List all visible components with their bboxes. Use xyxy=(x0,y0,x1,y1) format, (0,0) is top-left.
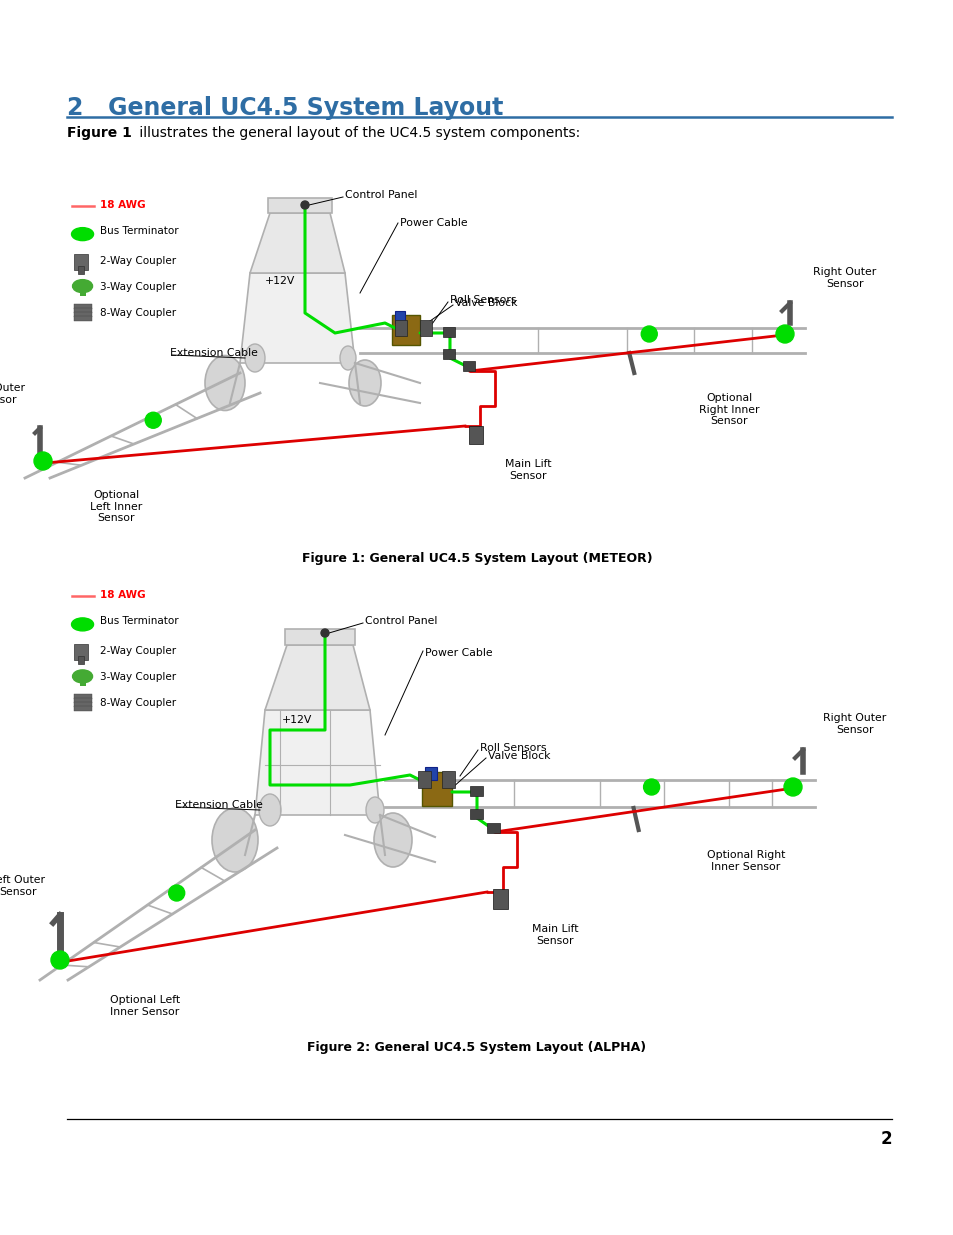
Text: 8-Way Coupler: 8-Way Coupler xyxy=(99,308,175,319)
Text: Optional Left
Inner Sensor: Optional Left Inner Sensor xyxy=(110,995,180,1016)
Text: Optional
Right Inner
Sensor: Optional Right Inner Sensor xyxy=(699,393,759,426)
Ellipse shape xyxy=(245,345,265,372)
Bar xyxy=(73,706,91,711)
Bar xyxy=(469,426,482,445)
Ellipse shape xyxy=(212,808,257,872)
Bar xyxy=(268,198,332,212)
Text: Left Outer
Sensor: Left Outer Sensor xyxy=(0,876,45,897)
Polygon shape xyxy=(250,212,345,273)
Text: Bus Terminator: Bus Terminator xyxy=(99,616,178,626)
Bar xyxy=(421,772,452,806)
Ellipse shape xyxy=(72,669,92,683)
Text: 8-Way Coupler: 8-Way Coupler xyxy=(99,698,175,709)
Text: 3-Way Coupler: 3-Way Coupler xyxy=(99,672,175,683)
Text: Figure 1: General UC4.5 System Layout (METEOR): Figure 1: General UC4.5 System Layout (M… xyxy=(301,552,652,566)
Text: Roll Sensors: Roll Sensors xyxy=(479,743,546,753)
Bar xyxy=(417,771,431,788)
Bar xyxy=(470,809,482,819)
Circle shape xyxy=(775,325,793,343)
Text: Optional
Left Inner
Sensor: Optional Left Inner Sensor xyxy=(90,490,142,524)
Circle shape xyxy=(301,201,309,209)
Bar xyxy=(424,767,436,781)
Text: Valve Block: Valve Block xyxy=(488,751,550,761)
Text: Right Outer
Sensor: Right Outer Sensor xyxy=(812,267,876,289)
Bar xyxy=(486,823,499,832)
Text: Power Cable: Power Cable xyxy=(424,648,492,658)
Bar xyxy=(442,350,455,359)
Bar xyxy=(73,698,91,704)
Text: 2: 2 xyxy=(880,1130,891,1149)
Bar xyxy=(73,694,91,699)
Text: Optional Right
Inner Sensor: Optional Right Inner Sensor xyxy=(706,850,784,872)
Text: 2-Way Coupler: 2-Way Coupler xyxy=(99,646,175,656)
Circle shape xyxy=(169,885,185,902)
Text: Main Lift
Sensor: Main Lift Sensor xyxy=(532,924,578,946)
Text: +12V: +12V xyxy=(264,275,294,287)
Text: Left Outer
Sensor: Left Outer Sensor xyxy=(0,383,25,405)
Text: Main Lift
Sensor: Main Lift Sensor xyxy=(504,459,551,480)
Text: +12V: +12V xyxy=(281,715,312,725)
Text: illustrates the general layout of the UC4.5 system components:: illustrates the general layout of the UC… xyxy=(135,126,580,140)
Circle shape xyxy=(51,951,69,969)
Bar xyxy=(73,645,88,661)
Text: 18 AWG: 18 AWG xyxy=(99,590,145,600)
Polygon shape xyxy=(265,645,370,710)
Bar xyxy=(441,771,455,788)
Circle shape xyxy=(643,779,659,795)
Polygon shape xyxy=(254,710,379,815)
Text: Control Panel: Control Panel xyxy=(365,616,436,626)
Bar xyxy=(79,280,86,296)
Bar xyxy=(73,312,91,317)
Bar xyxy=(462,361,475,370)
Bar xyxy=(73,316,91,321)
Text: Figure 1: Figure 1 xyxy=(67,126,132,140)
Bar xyxy=(73,304,91,309)
Circle shape xyxy=(34,452,52,471)
Bar xyxy=(77,656,84,664)
Circle shape xyxy=(640,326,657,342)
Circle shape xyxy=(783,778,801,797)
Bar xyxy=(442,327,455,337)
Polygon shape xyxy=(240,273,355,363)
Bar xyxy=(470,785,482,797)
Bar xyxy=(392,315,419,345)
Bar xyxy=(77,266,84,274)
Ellipse shape xyxy=(205,356,245,410)
Text: 18 AWG: 18 AWG xyxy=(99,200,145,210)
Ellipse shape xyxy=(366,797,384,823)
Bar xyxy=(73,254,88,270)
Bar xyxy=(73,703,91,708)
Text: 3-Way Coupler: 3-Way Coupler xyxy=(99,282,175,293)
Text: Extension Cable: Extension Cable xyxy=(174,800,263,810)
Text: Extension Cable: Extension Cable xyxy=(170,348,257,358)
Bar xyxy=(395,320,407,336)
Ellipse shape xyxy=(339,346,355,370)
Ellipse shape xyxy=(72,279,92,293)
Text: Power Cable: Power Cable xyxy=(399,219,467,228)
Text: Right Outer
Sensor: Right Outer Sensor xyxy=(822,713,885,735)
Text: Bus Terminator: Bus Terminator xyxy=(99,226,178,236)
Text: Figure 2: General UC4.5 System Layout (ALPHA): Figure 2: General UC4.5 System Layout (A… xyxy=(307,1041,646,1055)
Text: Control Panel: Control Panel xyxy=(345,190,416,200)
Bar xyxy=(419,320,432,336)
Bar xyxy=(285,629,355,645)
Ellipse shape xyxy=(71,227,93,241)
Text: Valve Block: Valve Block xyxy=(455,298,517,308)
Ellipse shape xyxy=(71,618,93,631)
Ellipse shape xyxy=(374,813,412,867)
Ellipse shape xyxy=(349,359,380,406)
Bar xyxy=(73,308,91,314)
Text: 2   General UC4.5 System Layout: 2 General UC4.5 System Layout xyxy=(67,96,502,120)
Ellipse shape xyxy=(258,794,281,826)
Bar xyxy=(395,311,405,324)
Bar xyxy=(79,671,86,687)
Text: 2-Way Coupler: 2-Way Coupler xyxy=(99,256,175,266)
Text: Roll Sensors: Roll Sensors xyxy=(450,295,516,305)
Bar xyxy=(493,889,507,909)
Circle shape xyxy=(320,629,329,637)
Circle shape xyxy=(145,412,161,429)
